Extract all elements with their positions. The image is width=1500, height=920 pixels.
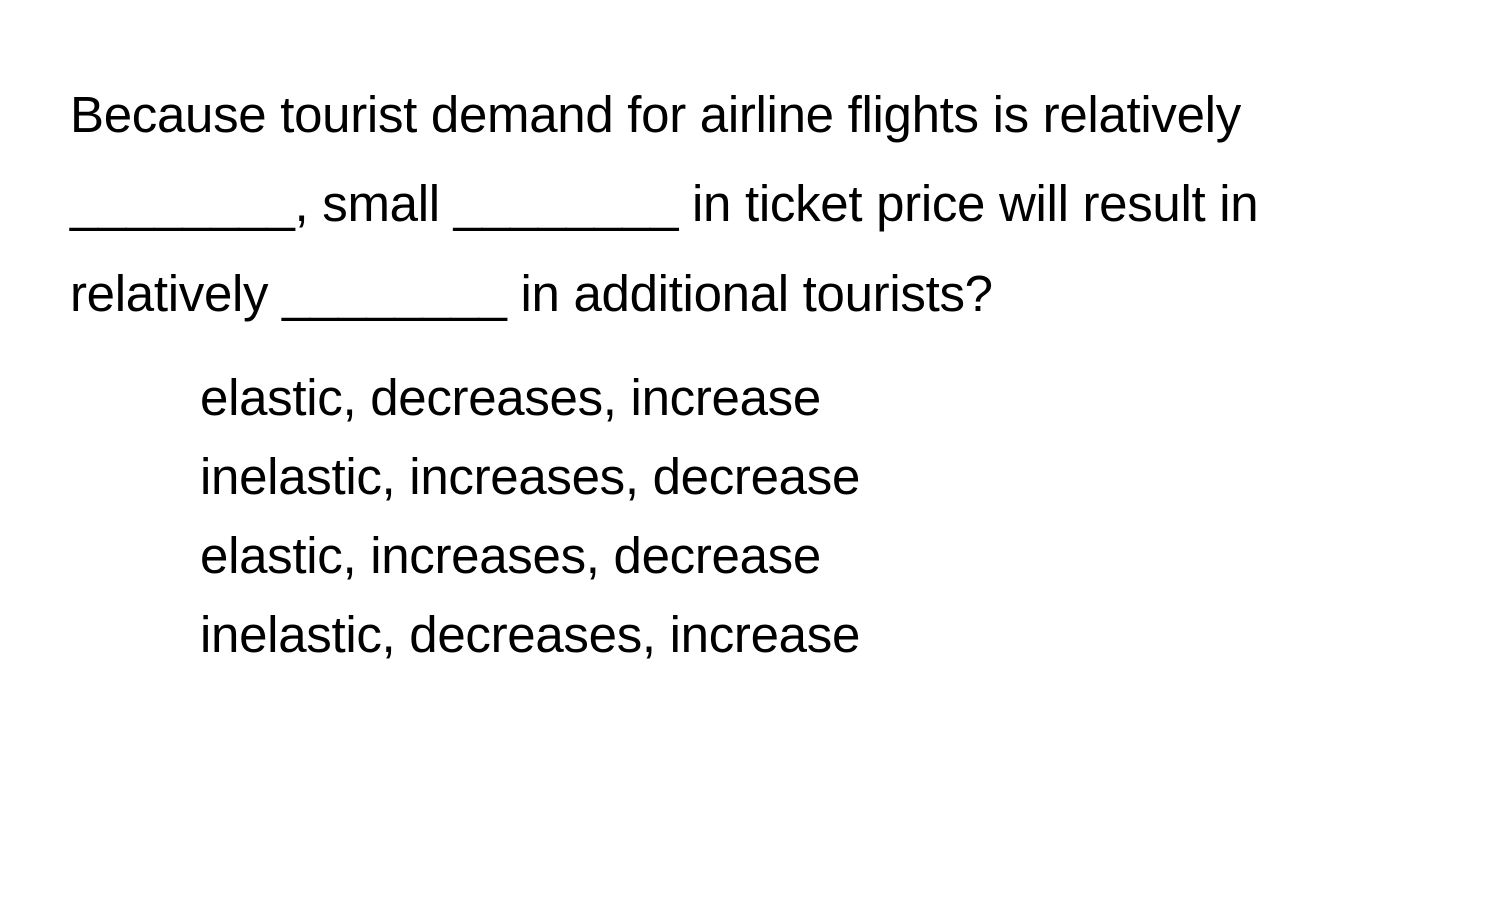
answer-option-b[interactable]: inelastic, increases, decrease — [200, 437, 1430, 516]
question-page: Because tourist demand for airline fligh… — [0, 0, 1500, 674]
answer-option-a[interactable]: elastic, decreases, increase — [200, 358, 1430, 437]
question-stem: Because tourist demand for airline fligh… — [70, 70, 1430, 338]
answer-options: elastic, decreases, increase inelastic, … — [70, 358, 1430, 674]
answer-option-d[interactable]: inelastic, decreases, increase — [200, 595, 1430, 674]
answer-option-c[interactable]: elastic, increases, decrease — [200, 516, 1430, 595]
